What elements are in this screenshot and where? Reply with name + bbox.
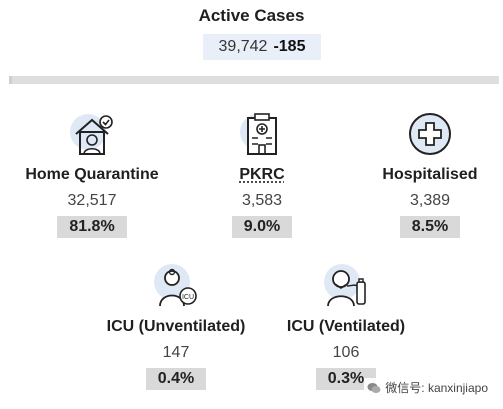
total-count: 39,742 bbox=[219, 38, 268, 56]
card-percent: 9.0% bbox=[232, 216, 292, 238]
section-divider bbox=[9, 76, 499, 84]
icu-doctor-icon: ICU bbox=[152, 262, 200, 310]
ventilator-patient-icon bbox=[322, 262, 370, 310]
quarantine-building-icon bbox=[238, 110, 286, 158]
hospital-cross-icon bbox=[406, 110, 454, 158]
watermark-text: 微信号: kanxinjiapo bbox=[385, 379, 488, 396]
card-label: Hospitalised bbox=[340, 166, 503, 184]
card-value: 147 bbox=[86, 344, 266, 362]
card-value: 32,517 bbox=[2, 192, 182, 210]
card-value: 3,389 bbox=[340, 192, 503, 210]
card-label: ICU (Ventilated) bbox=[256, 318, 436, 336]
wechat-icon bbox=[367, 381, 381, 395]
wechat-watermark: 微信号: kanxinjiapo bbox=[364, 378, 491, 397]
card-pkrc: PKRC 3,583 9.0% bbox=[172, 110, 352, 238]
total-change: -185 bbox=[273, 38, 305, 56]
card-home-quarantine: Home Quarantine 32,517 81.8% bbox=[2, 110, 182, 238]
card-percent: 8.5% bbox=[400, 216, 460, 238]
card-label: PKRC bbox=[172, 166, 352, 184]
card-hospitalised: Hospitalised 3,389 8.5% bbox=[340, 110, 503, 238]
card-percent: 0.4% bbox=[146, 368, 206, 390]
svg-text:ICU: ICU bbox=[182, 294, 194, 301]
card-icu-unventilated: ICU ICU (Unventilated) 147 0.4% bbox=[86, 262, 266, 390]
card-value: 3,583 bbox=[172, 192, 352, 210]
active-cases-title: Active Cases bbox=[0, 6, 503, 26]
card-value: 106 bbox=[256, 344, 436, 362]
card-percent: 81.8% bbox=[57, 216, 126, 238]
card-icu-ventilated: ICU (Ventilated) 106 0.3% bbox=[256, 262, 436, 390]
card-label: ICU (Unventilated) bbox=[86, 318, 266, 336]
home-quarantine-icon bbox=[68, 110, 116, 158]
card-label: Home Quarantine bbox=[2, 166, 182, 184]
active-cases-total: 39,742 -185 bbox=[203, 34, 321, 60]
